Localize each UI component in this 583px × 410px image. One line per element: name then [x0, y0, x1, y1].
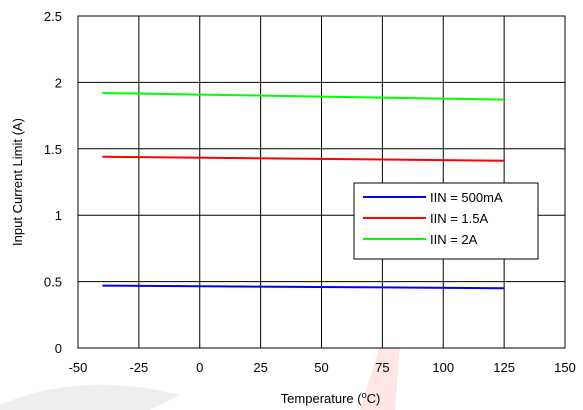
y-tick-label: 2: [55, 75, 62, 90]
x-axis-ticks: -50 -25 0 25 50 75 100 125 150: [69, 360, 576, 375]
y-tick-label: 0: [55, 341, 62, 356]
legend: IIN = 500mA IIN = 1.5A IIN = 2A: [353, 182, 539, 260]
x-tick-label: 75: [375, 360, 389, 375]
y-tick-label: 0.5: [44, 275, 62, 290]
x-axis-title-unit: C): [367, 391, 381, 406]
x-tick-label: 25: [253, 360, 267, 375]
x-tick-label: -50: [69, 360, 88, 375]
y-tick-label: 2.5: [44, 9, 62, 24]
y-axis-ticks: 0 0.5 1 1.5 2 2.5: [44, 9, 62, 356]
series-lines: [102, 92, 505, 290]
x-tick-label: 0: [196, 360, 203, 375]
x-axis-title-main: Temperature (: [281, 391, 363, 406]
x-tick-label: 50: [314, 360, 328, 375]
x-tick-label: 150: [554, 360, 576, 375]
y-axis-title: Input Current Limit (A): [10, 118, 25, 246]
y-tick-label: 1.5: [44, 142, 62, 157]
x-axis-title-degree: o: [362, 390, 367, 400]
legend-label: IIN = 500mA: [430, 190, 503, 205]
series-line: [102, 92, 505, 101]
x-tick-label: 125: [493, 360, 515, 375]
grid-lines: [78, 16, 565, 348]
watermark-logo: [0, 330, 400, 410]
x-axis-title: Temperature (oC): [281, 390, 381, 406]
series-line: [102, 155, 505, 162]
x-tick-label: -25: [129, 360, 148, 375]
series-line: [102, 284, 505, 290]
legend-label: IIN = 2A: [430, 232, 478, 247]
plot-area: [77, 15, 566, 349]
legend-box: [353, 182, 539, 260]
x-tick-label: 100: [432, 360, 454, 375]
y-tick-label: 1: [55, 208, 62, 223]
legend-label: IIN = 1.5A: [430, 211, 488, 226]
